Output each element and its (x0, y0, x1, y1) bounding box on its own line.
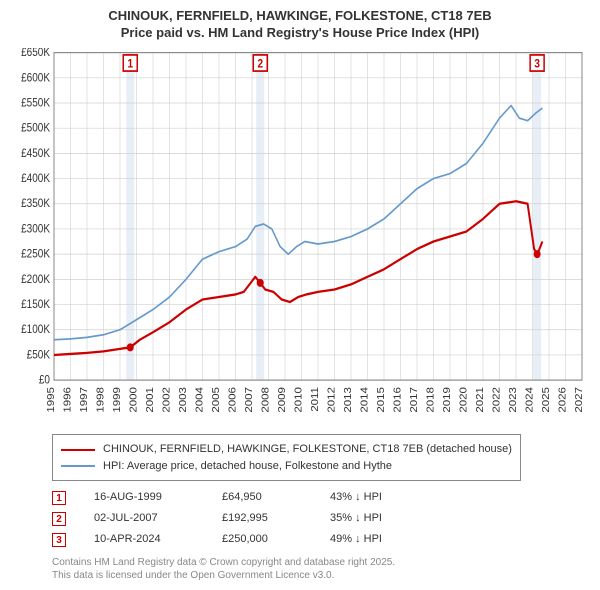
sale-diff: 43% ↓ HPI (330, 487, 382, 508)
attribution-line-1: Contains HM Land Registry data © Crown c… (52, 556, 588, 569)
legend: CHINOUK, FERNFIELD, HAWKINGE, FOLKESTONE… (52, 434, 521, 481)
svg-text:£300K: £300K (21, 223, 51, 236)
sale-marker-number: 3 (52, 533, 66, 547)
svg-text:2007: 2007 (244, 387, 255, 413)
svg-text:2004: 2004 (194, 387, 205, 413)
title-line-1: CHINOUK, FERNFIELD, HAWKINGE, FOLKESTONE… (12, 8, 588, 25)
legend-swatch (61, 465, 95, 467)
svg-text:2024: 2024 (524, 387, 535, 413)
svg-text:£450K: £450K (21, 147, 51, 160)
legend-swatch (61, 449, 95, 451)
sale-date: 10-APR-2024 (94, 529, 194, 550)
svg-text:2000: 2000 (128, 387, 139, 413)
svg-text:£0: £0 (39, 374, 50, 387)
svg-text:£150K: £150K (21, 298, 51, 311)
sales-row: 2 02-JUL-2007 £192,995 35% ↓ HPI (52, 508, 588, 529)
svg-text:£350K: £350K (21, 197, 51, 210)
svg-text:2021: 2021 (475, 387, 486, 413)
svg-text:2014: 2014 (359, 387, 370, 413)
svg-text:2: 2 (257, 58, 263, 71)
sale-price: £192,995 (222, 508, 302, 529)
sale-diff: 49% ↓ HPI (330, 529, 382, 550)
svg-text:2026: 2026 (557, 387, 568, 413)
svg-text:£100K: £100K (21, 323, 51, 336)
svg-text:2019: 2019 (442, 387, 453, 413)
svg-text:£50K: £50K (27, 349, 51, 362)
svg-text:2015: 2015 (376, 387, 387, 413)
svg-text:2005: 2005 (211, 387, 222, 413)
sales-table: 1 16-AUG-1999 £64,950 43% ↓ HPI 2 02-JUL-2007… (52, 487, 588, 550)
sale-diff: 35% ↓ HPI (330, 508, 382, 529)
title-block: CHINOUK, FERNFIELD, HAWKINGE, FOLKESTONE… (12, 8, 588, 42)
svg-text:2003: 2003 (178, 387, 189, 413)
svg-text:1997: 1997 (79, 387, 90, 413)
svg-text:£500K: £500K (21, 122, 51, 135)
sale-date: 02-JUL-2007 (94, 508, 194, 529)
svg-text:2027: 2027 (574, 387, 585, 413)
svg-text:2017: 2017 (409, 387, 420, 413)
svg-text:2011: 2011 (310, 387, 321, 412)
svg-text:£550K: £550K (21, 97, 51, 110)
title-line-2: Price paid vs. HM Land Registry's House … (12, 25, 588, 42)
svg-text:£400K: £400K (21, 172, 51, 185)
sale-price: £250,000 (222, 529, 302, 550)
svg-text:1995: 1995 (46, 387, 57, 413)
sale-marker-number: 1 (52, 491, 66, 505)
svg-text:2022: 2022 (491, 387, 502, 413)
sales-row: 1 16-AUG-1999 £64,950 43% ↓ HPI (52, 487, 588, 508)
svg-text:3: 3 (534, 58, 540, 71)
svg-text:1: 1 (127, 58, 133, 71)
legend-label: HPI: Average price, detached house, Folk… (103, 458, 392, 475)
svg-text:2010: 2010 (293, 387, 304, 413)
svg-text:1998: 1998 (95, 387, 106, 413)
chart-area: £0 £50K £100K £150K £200K £250K £300K £350K £400… (12, 48, 588, 429)
legend-item: CHINOUK, FERNFIELD, HAWKINGE, FOLKESTONE… (61, 441, 512, 458)
legend-label: CHINOUK, FERNFIELD, HAWKINGE, FOLKESTONE… (103, 441, 512, 458)
legend-item: HPI: Average price, detached house, Folk… (61, 458, 512, 475)
svg-text:2008: 2008 (260, 387, 271, 413)
attribution: Contains HM Land Registry data © Crown c… (52, 556, 588, 582)
svg-text:2020: 2020 (458, 387, 469, 413)
svg-text:2009: 2009 (277, 387, 288, 413)
svg-text:2001: 2001 (145, 387, 156, 413)
svg-text:£650K: £650K (21, 48, 51, 59)
attribution-line-2: This data is licensed under the Open Gov… (52, 569, 588, 582)
svg-text:2016: 2016 (392, 387, 403, 413)
svg-text:£600K: £600K (21, 71, 51, 84)
svg-text:£250K: £250K (21, 248, 51, 261)
chart-container: CHINOUK, FERNFIELD, HAWKINGE, FOLKESTONE… (0, 0, 600, 590)
svg-text:2013: 2013 (343, 387, 354, 413)
svg-text:1999: 1999 (112, 387, 123, 413)
sale-price: £64,950 (222, 487, 302, 508)
svg-text:2006: 2006 (227, 387, 238, 413)
svg-text:2023: 2023 (508, 387, 519, 413)
svg-text:1996: 1996 (62, 387, 73, 413)
sale-marker-number: 2 (52, 512, 66, 526)
sale-date: 16-AUG-1999 (94, 487, 194, 508)
svg-text:£200K: £200K (21, 273, 51, 286)
svg-text:2018: 2018 (425, 387, 436, 413)
svg-text:2012: 2012 (326, 387, 337, 413)
chart-svg: £0 £50K £100K £150K £200K £250K £300K £350K £400… (12, 48, 588, 429)
sales-row: 3 10-APR-2024 £250,000 49% ↓ HPI (52, 529, 588, 550)
svg-text:2025: 2025 (541, 387, 552, 413)
svg-text:2002: 2002 (161, 387, 172, 413)
